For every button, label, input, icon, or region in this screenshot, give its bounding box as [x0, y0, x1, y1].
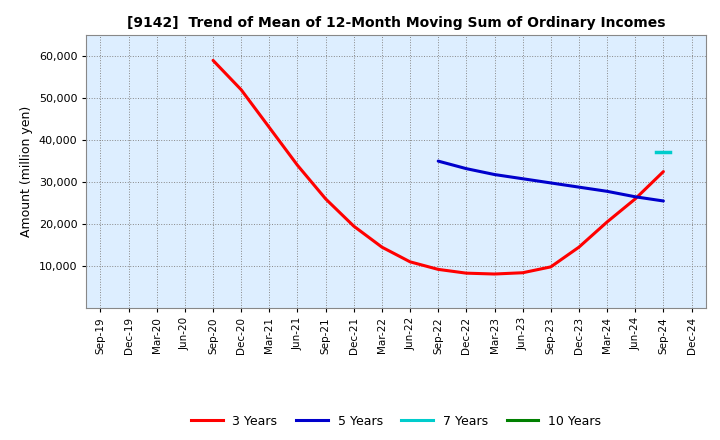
Y-axis label: Amount (million yen): Amount (million yen)	[20, 106, 33, 237]
Legend: 3 Years, 5 Years, 7 Years, 10 Years: 3 Years, 5 Years, 7 Years, 10 Years	[186, 410, 606, 433]
Title: [9142]  Trend of Mean of 12-Month Moving Sum of Ordinary Incomes: [9142] Trend of Mean of 12-Month Moving …	[127, 16, 665, 30]
